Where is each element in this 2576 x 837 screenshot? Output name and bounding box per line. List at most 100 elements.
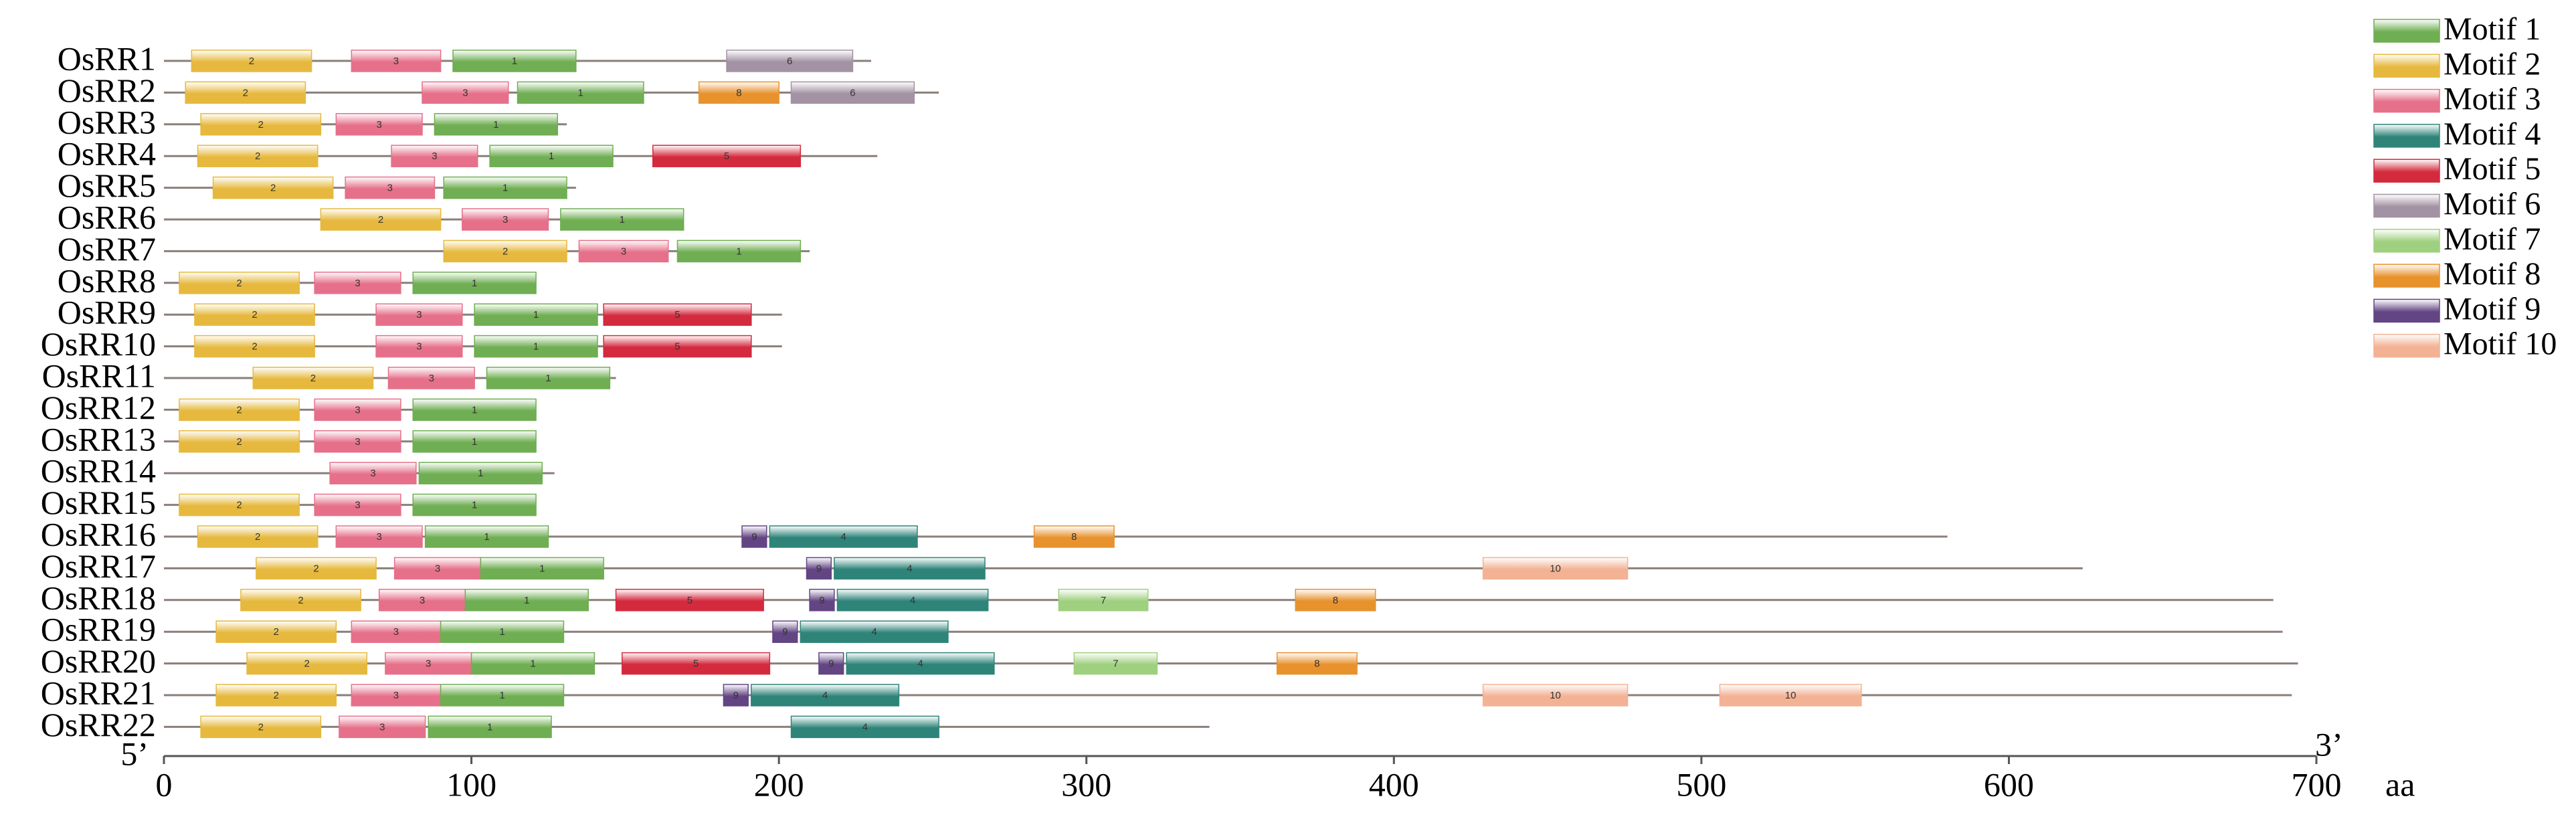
motif-box [179,493,300,517]
motif-number: 2 [274,690,279,701]
motif-number: 1 [545,373,551,384]
motif-box [676,240,802,263]
motif-number: 2 [236,278,242,289]
x-tick-label: 500 [1676,765,1726,803]
motif-number: 4 [907,563,912,574]
motif-box [772,620,798,643]
motif-number: 3 [393,56,399,67]
motif-box [314,272,401,294]
legend-label: Motif 1 [2444,11,2541,47]
motif-number: 2 [310,373,316,384]
motif-box [818,652,844,675]
motif-box [834,557,986,580]
legend-label: Motif 9 [2444,291,2541,327]
motif-number: 3 [355,500,360,511]
motif-number: 3 [435,563,440,574]
motif-number: 1 [478,468,483,479]
gene-label: OsRR1 [58,39,156,77]
motif-box [387,367,475,389]
motif-number: 3 [377,119,382,130]
motif-number: 9 [782,626,788,638]
motif-number: 9 [816,563,822,574]
motif-box [412,493,537,517]
motif-number: 9 [751,531,757,543]
x-tick-label: 300 [1061,765,1111,803]
legend-swatch [2373,333,2440,358]
gene-label: OsRR14 [41,452,156,490]
motif-number: 2 [378,214,383,225]
motif-number: 1 [578,87,583,98]
motif-number: 2 [270,183,276,194]
motif-number: 3 [502,214,508,225]
gene-label: OsRR19 [41,611,156,648]
motif-box [443,176,567,199]
motif-box [560,208,684,231]
gene-label: OsRR18 [41,579,156,616]
motif-box [836,589,989,612]
motif-number: 5 [693,658,699,670]
gene-label: OsRR17 [41,547,156,585]
motif-number: 1 [530,658,535,670]
motif-number: 1 [533,309,539,320]
gene-label: OsRR6 [58,198,156,236]
motif-number: 1 [502,183,508,194]
legend-label: Motif 7 [2444,221,2541,257]
five-prime-label: 5’ [120,735,149,772]
x-tick-label: 600 [1984,765,2034,803]
legend-swatch [2373,88,2440,113]
motif-number: 1 [539,563,545,574]
motif-box [1482,557,1629,580]
motif-box [179,430,300,453]
motif-box [246,652,368,675]
motif-box [194,303,315,326]
motif-box [191,50,312,72]
motif-box [252,367,374,389]
motif-box [474,335,598,358]
motif-box [424,525,549,548]
motif-number: 2 [236,500,242,511]
legend-label: Motif 8 [2444,256,2541,292]
motif-number: 8 [1314,658,1319,670]
motif-number: 2 [258,119,264,130]
motif-number: 1 [484,531,489,543]
motif-box [769,525,918,548]
motif-box [486,367,611,389]
motif-number: 3 [377,531,382,543]
motif-box [197,525,318,548]
motif-number: 9 [733,690,739,701]
motif-box [517,81,644,104]
motif-number: 10 [1550,563,1561,574]
motif-number: 2 [255,151,260,162]
gene-label: OsRR20 [41,642,156,680]
motif-box [179,272,300,294]
motif-box [474,303,598,326]
motif-box [314,430,401,453]
gene-label: OsRR4 [58,135,156,173]
legend-label: Motif 4 [2444,116,2541,152]
motif-number: 1 [472,436,477,448]
legend-label: Motif 10 [2444,327,2557,362]
gene-label: OsRR9 [58,294,156,331]
motif-box [320,208,442,231]
gene-label: OsRR10 [41,325,156,363]
gene-label: OsRR16 [41,515,156,553]
motif-number: 2 [255,531,260,543]
motif-number: 6 [787,56,792,67]
motif-box [412,272,537,294]
motif-number: 3 [462,87,468,98]
legend-label: Motif 6 [2444,187,2541,222]
motif-number: 6 [850,87,855,98]
x-tick-label: 0 [156,765,173,803]
gene-label: OsRR15 [41,484,156,521]
motif-box [622,652,771,675]
motif-box [393,557,482,580]
motif-number: 5 [674,341,680,353]
motif-box [809,589,835,612]
motif-number: 3 [370,468,375,479]
motif-box [197,145,318,167]
motif-number: 2 [236,436,242,448]
motif-number: 1 [524,595,529,606]
motif-number: 2 [502,246,508,257]
motif-box [194,335,315,358]
